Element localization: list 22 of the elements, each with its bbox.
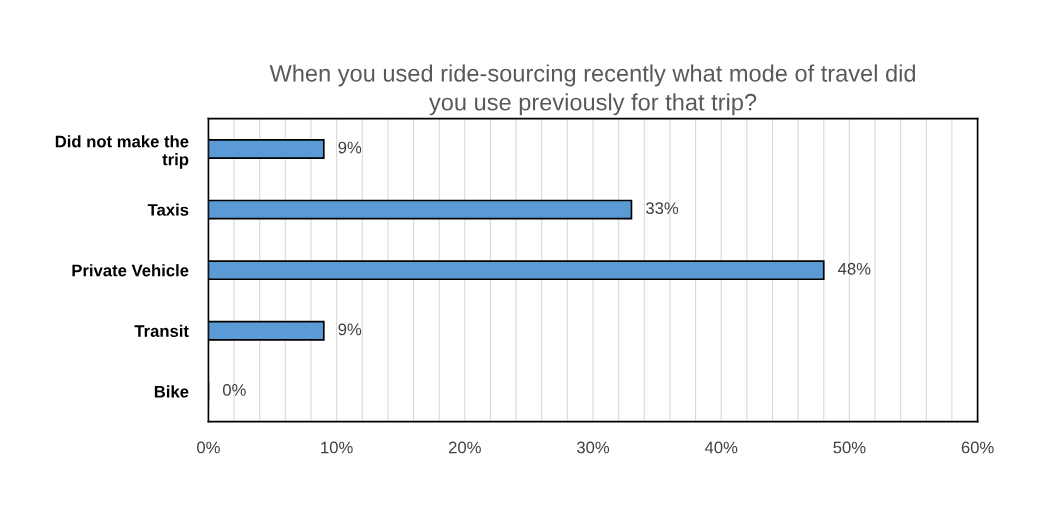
y-tick-label: Did not make the trip <box>55 135 189 169</box>
data-label: 9% <box>338 323 362 336</box>
x-tick-label: 50% <box>833 441 866 454</box>
y-tick-label: Taxis <box>147 203 189 216</box>
bar <box>208 320 325 341</box>
y-tick-label: Transit <box>134 324 189 337</box>
chart-title: When you used ride-sourcing recently what mode of travel did you use previously for that trip? <box>269 64 916 116</box>
x-tick-label: 30% <box>576 441 610 454</box>
y-tick-label: Private Vehicle <box>72 264 189 277</box>
bar <box>208 260 825 281</box>
data-label: 9% <box>338 141 362 154</box>
data-label: 33% <box>645 202 679 215</box>
x-tick-label: 60% <box>961 441 994 454</box>
data-label: 0% <box>222 384 246 396</box>
data-label: 48% <box>838 262 871 275</box>
bar <box>208 139 325 159</box>
x-tick-label: 0% <box>197 441 220 454</box>
y-tick-label: Bike <box>154 385 189 398</box>
x-tick-label: 20% <box>448 441 481 454</box>
x-tick-label: 10% <box>321 441 353 454</box>
x-tick-label: 40% <box>704 441 738 454</box>
bar <box>208 199 633 220</box>
